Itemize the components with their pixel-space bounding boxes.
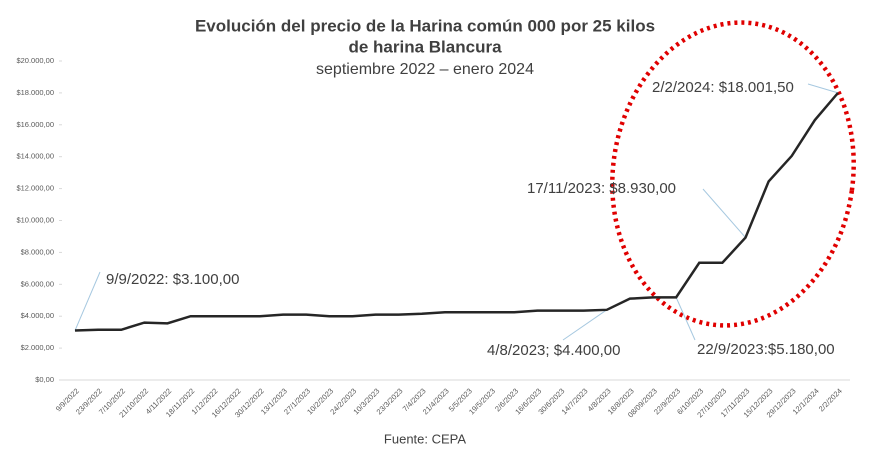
leader-line xyxy=(675,297,696,341)
annotation: 9/9/2022: $3.100,00 xyxy=(106,271,239,288)
chart-subtitle: septiembre 2022 – enero 2024 xyxy=(316,61,534,78)
x-tick-label: 2/2/2024 xyxy=(817,386,844,413)
y-tick-label: $10.000,00 xyxy=(16,215,54,224)
annotation: 17/11/2023: $8.930,00 xyxy=(527,180,676,197)
price-line xyxy=(74,92,839,332)
leader-line xyxy=(74,271,101,331)
leader-line xyxy=(807,83,839,94)
y-tick-label: $8.000,00 xyxy=(21,247,54,256)
source: Fuente: CEPA xyxy=(384,431,466,446)
leader-line xyxy=(702,188,746,238)
y-tick-label: $14.000,00 xyxy=(16,152,54,161)
y-tick-label: $4.000,00 xyxy=(21,311,54,320)
annotation: 4/8/2023; $4.400,00 xyxy=(487,342,620,359)
chart-title: Evolución del precio de la Harina común … xyxy=(195,16,655,35)
y-tick-label: $20.000,00 xyxy=(16,56,54,65)
annotation: 22/9/2023:$5.180,00 xyxy=(697,341,835,358)
highlight-ellipse xyxy=(610,20,856,328)
leader-line xyxy=(562,309,608,341)
y-tick-label: $16.000,00 xyxy=(16,120,54,129)
y-tick-label: $18.000,00 xyxy=(16,88,54,97)
annotation: 2/2/2024: $18.001,50 xyxy=(652,79,794,96)
y-tick-label: $12.000,00 xyxy=(16,184,54,193)
y-tick-label: $0,00 xyxy=(35,375,54,384)
y-tick-label: $6.000,00 xyxy=(21,279,54,288)
y-tick-label: $2.000,00 xyxy=(21,343,54,352)
chart-title: de harina Blancura xyxy=(348,37,502,56)
